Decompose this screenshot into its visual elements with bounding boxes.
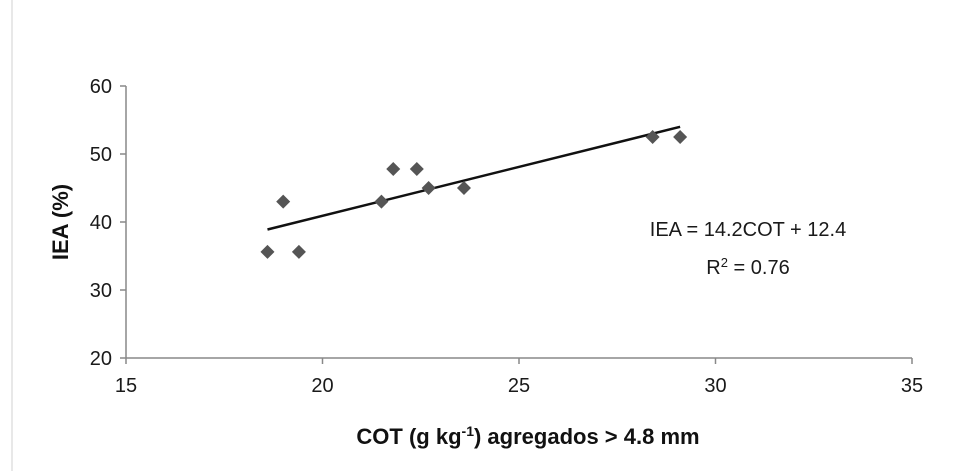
data-point-diamond	[276, 195, 290, 209]
x-tick-label: 25	[508, 375, 530, 397]
r-squared-label: R2 = 0.76	[706, 255, 789, 280]
regression-equation: IEA = 14.2COT + 12.4	[650, 219, 846, 241]
y-tick-label: 50	[90, 144, 112, 166]
trendline-group	[267, 127, 680, 230]
x-tick-label: 20	[311, 375, 333, 397]
data-point-diamond	[292, 245, 306, 259]
y-tick-label: 20	[90, 348, 112, 370]
x-tick-label: 30	[704, 375, 726, 397]
data-point-diamond	[410, 162, 424, 176]
x-axis-title-rest: ) agregados > 4.8 mm	[474, 424, 700, 449]
r-squared-value: = 0.76	[728, 257, 790, 279]
r-squared-r: R	[706, 257, 720, 279]
y-axis-title: IEA (%)	[48, 184, 73, 260]
x-tick-label: 35	[901, 375, 923, 397]
data-point-diamond	[374, 195, 388, 209]
y-tick-label: 30	[90, 280, 112, 302]
data-points	[260, 130, 687, 259]
data-point-diamond	[260, 245, 274, 259]
trendline	[267, 127, 680, 230]
x-axis-title-main: COT (g kg	[356, 424, 461, 449]
x-axis-title: COT (g kg-1) agregados > 4.8 mm	[356, 423, 699, 449]
data-point-diamond	[457, 181, 471, 195]
r-squared-sup: 2	[721, 255, 728, 270]
x-axis-title-sup: -1	[462, 423, 475, 439]
y-tick-label: 40	[90, 212, 112, 234]
data-point-diamond	[422, 181, 436, 195]
x-tick-label: 15	[115, 375, 137, 397]
y-tick-label: 60	[90, 76, 112, 98]
data-point-diamond	[673, 130, 687, 144]
data-point-diamond	[386, 162, 400, 176]
